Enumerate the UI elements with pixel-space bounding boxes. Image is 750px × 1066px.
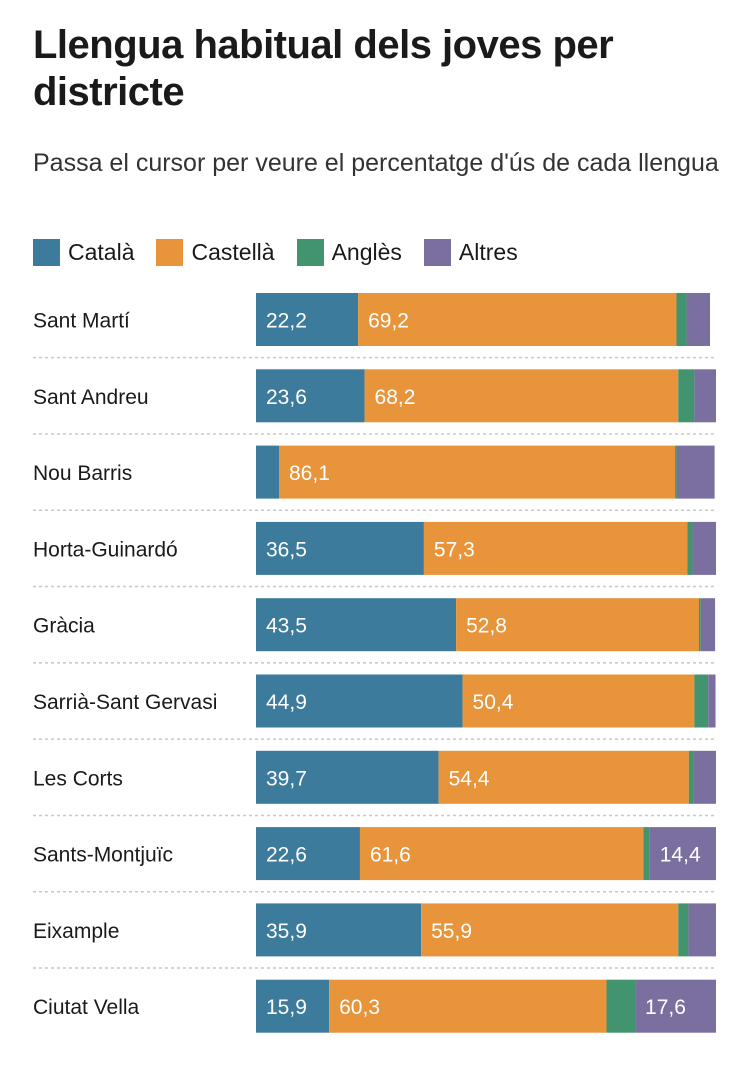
bar-altres-eixample[interactable] bbox=[688, 903, 716, 957]
bar-castella-ciutat-vella[interactable] bbox=[329, 979, 607, 1033]
bar-altres-horta-guinardo[interactable] bbox=[692, 521, 716, 575]
bar-angles-nou-barris[interactable] bbox=[675, 445, 677, 499]
bar-altres-sants-montjuic[interactable] bbox=[649, 827, 716, 881]
data-label-catala-sants-montjuic: 22,6 bbox=[266, 844, 307, 867]
data-label-castella-sarria-sant-gervasi: 50,4 bbox=[473, 691, 514, 714]
bar-altres-ciutat-vella[interactable] bbox=[635, 979, 716, 1033]
legend-label-angles: Anglès bbox=[331, 238, 402, 265]
legend-item-altres: Altres bbox=[423, 238, 518, 266]
data-label-catala-sant-andreu: 23,6 bbox=[266, 386, 307, 409]
bar-angles-eixample[interactable] bbox=[678, 903, 689, 957]
legend-label-altres: Altres bbox=[458, 238, 518, 265]
bar-altres-nou-barris[interactable] bbox=[676, 445, 715, 499]
chart-title: Llengua habitual dels joves per district… bbox=[33, 23, 614, 114]
bar-altres-sant-andreu[interactable] bbox=[694, 369, 716, 423]
bar-angles-sants-montjuic[interactable] bbox=[643, 827, 650, 881]
category-label-sants-montjuic: Sants-Montjuïc bbox=[33, 844, 173, 867]
bar-castella-sant-marti[interactable] bbox=[358, 293, 677, 346]
legend-swatch-castella bbox=[156, 238, 184, 266]
category-label-horta-guinardo: Horta-Guinardó bbox=[33, 538, 178, 561]
legend: Català Castellà Anglès Altres bbox=[33, 236, 540, 268]
bar-castella-sants-montjuic[interactable] bbox=[359, 827, 644, 881]
bar-angles-horta-guinardo[interactable] bbox=[687, 521, 693, 575]
bar-altres-les-corts[interactable] bbox=[693, 750, 716, 804]
bar-angles-sant-andreu[interactable] bbox=[678, 369, 695, 423]
data-label-castella-nou-barris: 86,1 bbox=[289, 462, 330, 485]
data-label-castella-gracia: 52,8 bbox=[466, 615, 507, 638]
legend-item-catala: Català bbox=[33, 238, 135, 266]
bar-castella-eixample[interactable] bbox=[421, 903, 679, 957]
bar-castella-sarria-sant-gervasi[interactable] bbox=[462, 674, 695, 728]
bar-catala-gracia[interactable] bbox=[256, 598, 457, 652]
category-label-nou-barris: Nou Barris bbox=[33, 462, 132, 485]
data-label-castella-les-corts: 54,4 bbox=[449, 767, 490, 790]
bar-catala-horta-guinardo[interactable] bbox=[256, 521, 424, 575]
bar-angles-ciutat-vella[interactable] bbox=[606, 979, 636, 1033]
category-label-ciutat-vella: Ciutat Vella bbox=[33, 996, 140, 1019]
bar-angles-les-corts[interactable] bbox=[688, 750, 694, 804]
data-label-catala-sarria-sant-gervasi: 44,9 bbox=[266, 691, 307, 714]
legend-item-angles: Anglès bbox=[296, 238, 402, 266]
legend-swatch-altres bbox=[423, 238, 451, 266]
data-label-catala-sant-marti: 22,2 bbox=[266, 310, 307, 333]
legend-swatch-angles bbox=[296, 238, 324, 266]
data-label-castella-ciutat-vella: 60,3 bbox=[339, 996, 380, 1019]
bar-catala-nou-barris[interactable] bbox=[256, 445, 279, 499]
data-label-altres-sants-montjuic: 14,4 bbox=[660, 844, 701, 867]
bar-catala-sant-marti[interactable] bbox=[256, 293, 359, 346]
legend-label-catala: Català bbox=[68, 238, 135, 265]
bar-angles-sarria-sant-gervasi[interactable] bbox=[694, 674, 709, 728]
data-label-castella-eixample: 55,9 bbox=[431, 920, 472, 943]
bar-catala-sant-andreu[interactable] bbox=[256, 369, 365, 423]
bar-castella-nou-barris[interactable] bbox=[279, 445, 676, 499]
data-label-catala-ciutat-vella: 15,9 bbox=[266, 996, 307, 1019]
data-label-catala-horta-guinardo: 36,5 bbox=[266, 538, 307, 561]
data-label-catala-eixample: 35,9 bbox=[266, 920, 307, 943]
data-label-castella-sant-marti: 69,2 bbox=[368, 310, 409, 333]
category-label-sarria-sant-gervasi: Sarrià-Sant Gervasi bbox=[33, 691, 217, 714]
legend-item-castella: Castellà bbox=[156, 238, 275, 266]
bar-castella-gracia[interactable] bbox=[456, 598, 699, 652]
bar-angles-sant-marti[interactable] bbox=[676, 293, 687, 346]
category-label-sant-andreu: Sant Andreu bbox=[33, 386, 149, 409]
chart-subtitle: Passa el cursor per veure el percentatge… bbox=[33, 149, 719, 177]
category-label-sant-marti: Sant Martí bbox=[33, 310, 130, 333]
data-label-castella-sant-andreu: 68,2 bbox=[375, 386, 416, 409]
bar-altres-sarria-sant-gervasi[interactable] bbox=[708, 674, 716, 728]
category-label-eixample: Eixample bbox=[33, 920, 119, 943]
data-label-catala-gracia: 43,5 bbox=[266, 615, 307, 638]
bar-catala-sarria-sant-gervasi[interactable] bbox=[256, 674, 463, 728]
bar-angles-gracia[interactable] bbox=[698, 598, 701, 652]
bar-castella-horta-guinardo[interactable] bbox=[423, 521, 688, 575]
data-label-altres-ciutat-vella: 17,6 bbox=[645, 996, 686, 1019]
data-label-castella-sants-montjuic: 61,6 bbox=[370, 844, 411, 867]
bar-castella-sant-andreu[interactable] bbox=[364, 369, 679, 423]
bar-catala-ciutat-vella[interactable] bbox=[256, 979, 330, 1033]
legend-label-castella: Castellà bbox=[191, 238, 275, 265]
legend-swatch-catala bbox=[33, 238, 60, 266]
bar-catala-eixample[interactable] bbox=[256, 903, 422, 957]
bar-castella-les-corts[interactable] bbox=[438, 750, 689, 804]
category-label-gracia: Gràcia bbox=[33, 615, 95, 638]
bar-catala-les-corts[interactable] bbox=[256, 750, 439, 804]
bar-catala-sants-montjuic[interactable] bbox=[256, 827, 360, 881]
data-label-catala-les-corts: 39,7 bbox=[266, 767, 307, 790]
bar-altres-gracia[interactable] bbox=[700, 598, 716, 652]
category-label-les-corts: Les Corts bbox=[33, 767, 123, 790]
data-label-castella-horta-guinardo: 57,3 bbox=[434, 538, 475, 561]
bar-altres-sant-marti[interactable] bbox=[686, 293, 711, 346]
